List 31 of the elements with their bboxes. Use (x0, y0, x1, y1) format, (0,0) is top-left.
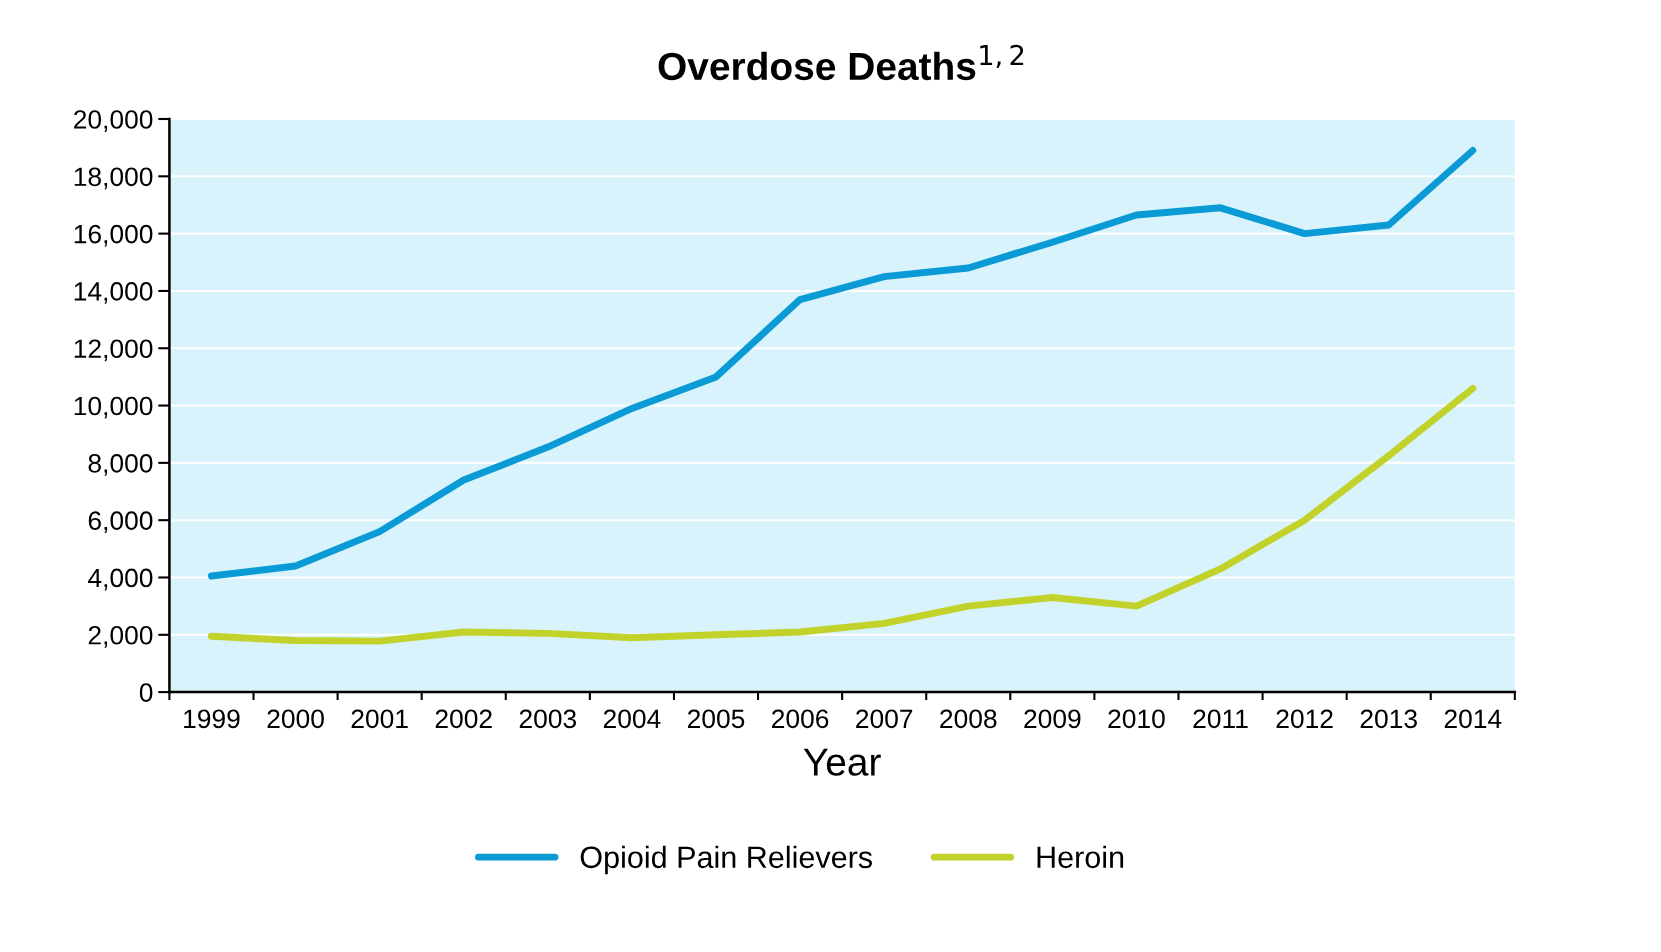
x-axis-title: Year (803, 748, 881, 776)
x-tick-label: 2007 (856, 709, 913, 729)
x-tick-label: 2000 (267, 709, 324, 729)
x-tick-label: 2002 (435, 709, 492, 729)
y-tick-label: 14,000 (74, 282, 153, 304)
y-tick-label: 8,000 (88, 454, 153, 476)
legend-label: Heroin (1037, 845, 1124, 869)
y-tick-label: 2,000 (88, 625, 153, 648)
x-tick-label: 2009 (1024, 709, 1081, 729)
y-tick-label: 12,000 (74, 339, 153, 362)
x-tick-label: 2008 (940, 709, 997, 729)
chart-title: Overdose Deaths$^{1,2}$ (658, 44, 1024, 81)
y-tick-label: 18,000 (74, 167, 153, 190)
y-tick-label: 20,000 (74, 110, 153, 132)
x-tick-label: 2006 (772, 709, 829, 729)
x-tick-label: 2014 (1444, 709, 1502, 729)
y-tick-label: 4,000 (88, 568, 153, 591)
x-tick-label: 2005 (687, 709, 745, 729)
legend-label: Opioid Pain Relievers (580, 845, 873, 875)
x-tick-label: 2010 (1108, 709, 1165, 729)
y-tick-label: 6,000 (88, 511, 153, 534)
x-tick-label: 1999 (184, 709, 240, 729)
y-tick-label: 0 (139, 683, 153, 702)
x-tick-label: 2012 (1276, 709, 1333, 729)
y-tick-label: 16,000 (74, 224, 153, 247)
x-tick-label: 2011 (1193, 709, 1248, 729)
x-tick-label: 2003 (519, 709, 577, 729)
y-tick-label: 10,000 (74, 396, 153, 419)
x-tick-label: 2001 (351, 709, 408, 729)
x-tick-label: 2013 (1360, 709, 1417, 729)
x-tick-label: 2004 (603, 709, 661, 729)
